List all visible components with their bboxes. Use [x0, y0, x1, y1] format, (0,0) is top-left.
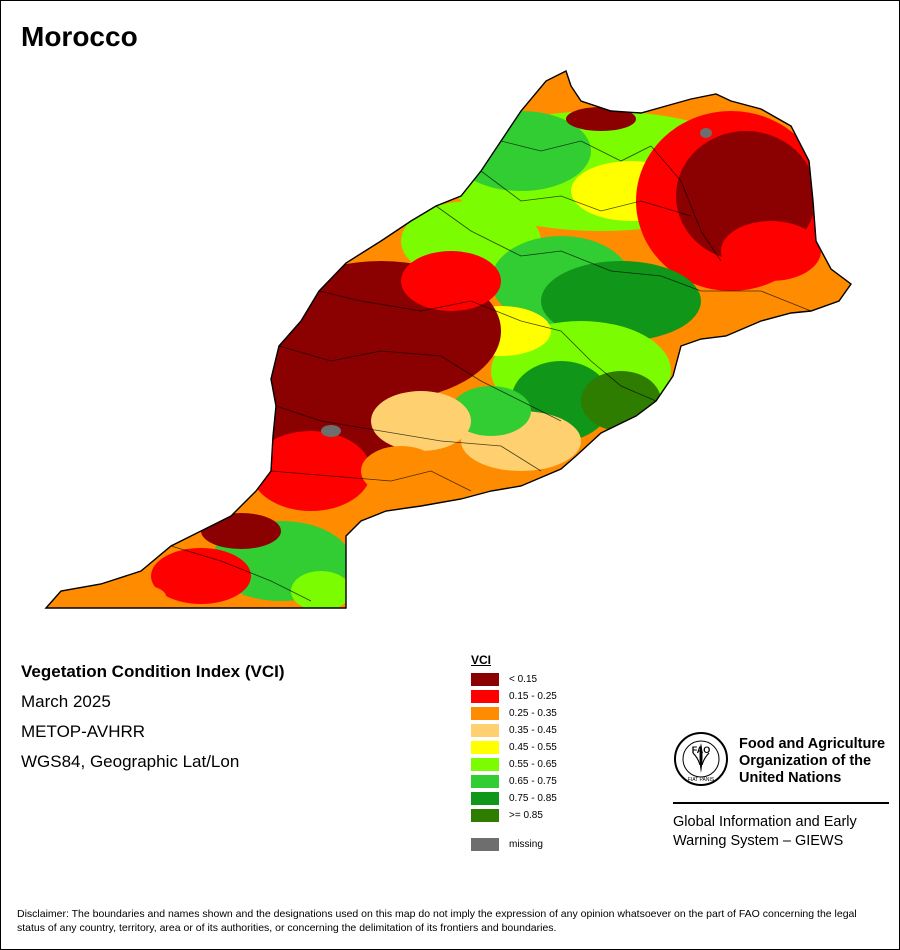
legend-label: 0.15 - 0.25 [509, 691, 557, 702]
fao-logo: FAO FIAT PANIS [674, 732, 728, 786]
legend-row: 0.15 - 0.25 [471, 688, 557, 705]
legend-swatch [471, 775, 499, 788]
fao-logo-motto: FIAT PANIS [688, 777, 715, 783]
legend-row: 0.35 - 0.45 [471, 722, 557, 739]
legend-label: 0.75 - 0.85 [509, 793, 557, 804]
legend: VCI < 0.15 0.15 - 0.25 0.25 - 0.35 0.35 - 0… [471, 653, 557, 853]
sensor-name: METOP-AVHRR [21, 722, 146, 741]
legend-swatch [471, 707, 499, 720]
legend-swatch-missing [471, 838, 499, 851]
legend-swatch [471, 673, 499, 686]
legend-row: 0.45 - 0.55 [471, 739, 557, 756]
legend-row: 0.55 - 0.65 [471, 756, 557, 773]
map-info: Vegetation Condition Index (VCI) March 2… [21, 657, 285, 777]
legend-label: 0.45 - 0.55 [509, 742, 557, 753]
legend-row: 0.25 - 0.35 [471, 705, 557, 722]
fao-logo-text: FAO [692, 745, 711, 755]
disclaimer: Disclaimer: The boundaries and names sho… [17, 908, 857, 934]
legend-swatch [471, 741, 499, 754]
legend-classes: < 0.15 0.15 - 0.25 0.25 - 0.35 0.35 - 0.45 0… [471, 671, 557, 824]
legend-row: >= 0.85 [471, 807, 557, 824]
legend-swatch [471, 809, 499, 822]
legend-row: 0.75 - 0.85 [471, 790, 557, 807]
projection-label: WGS84, Geographic Lat/Lon [21, 752, 240, 771]
legend-row-missing: missing [471, 836, 557, 853]
legend-swatch [471, 690, 499, 703]
vci-map [44, 70, 852, 609]
organization-name: Food and Agriculture Organization of the… [739, 736, 886, 786]
legend-label: >= 0.85 [509, 810, 543, 821]
legend-swatch [471, 724, 499, 737]
giews-label: Global Information and Early Warning Sys… [673, 814, 857, 849]
legend-row: 0.65 - 0.75 [471, 773, 557, 790]
legend-label: 0.25 - 0.35 [509, 708, 557, 719]
legend-label: 0.65 - 0.75 [509, 776, 557, 787]
legend-swatch [471, 792, 499, 805]
map-date: March 2025 [21, 692, 111, 711]
legend-row: < 0.15 [471, 671, 557, 688]
legend-swatch [471, 758, 499, 771]
legend-label-missing: missing [509, 839, 543, 850]
index-heading: Vegetation Condition Index (VCI) [21, 662, 285, 681]
divider [673, 802, 889, 804]
legend-label: < 0.15 [509, 674, 538, 685]
legend-label: 0.35 - 0.45 [509, 725, 557, 736]
legend-label: 0.55 - 0.65 [509, 759, 557, 770]
map-title: Morocco [21, 21, 138, 52]
legend-title: VCI [471, 653, 492, 667]
